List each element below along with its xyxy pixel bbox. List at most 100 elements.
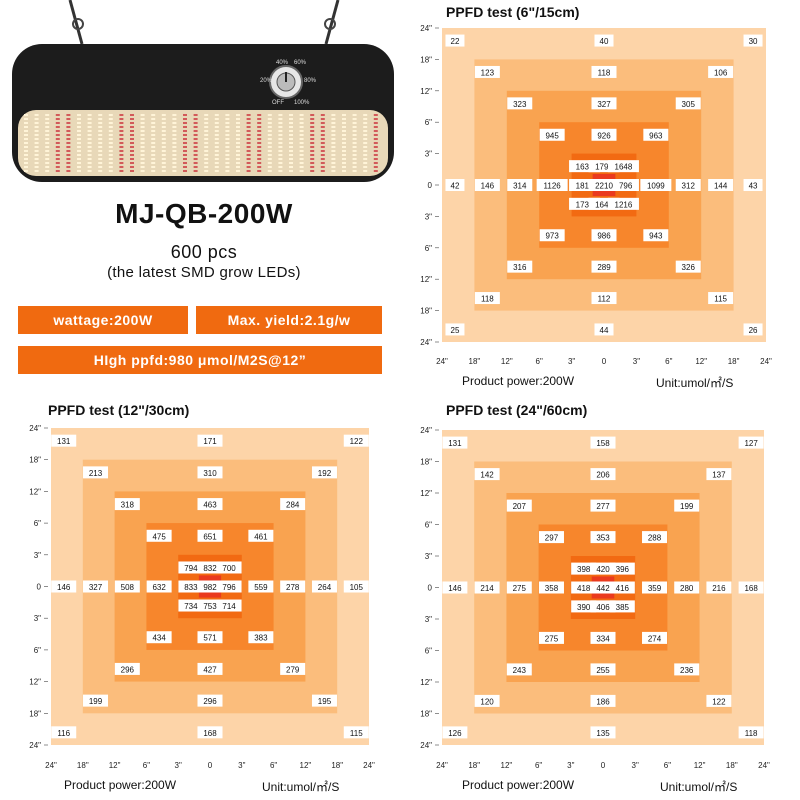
ppfd-value-ring1-bg [594, 323, 614, 336]
ppfd-value-ring5-bg [590, 600, 616, 613]
ppfd-value-ring4: 973 [545, 232, 559, 241]
ppfd-value-ring2-bg [706, 694, 732, 707]
chart-title: PPFD test (6"/15cm) [446, 4, 580, 20]
ppfd-value-ring1-bg [442, 581, 468, 594]
ppfd-value-ring1: 118 [745, 729, 758, 738]
x-tick-label: 3" [633, 357, 640, 366]
chart-footer-power: Product power:200W [462, 778, 575, 792]
ppfd-value-ring4-bg [248, 580, 274, 593]
x-tick-label: 12" [300, 761, 312, 770]
ppfd-value-ring1: 131 [57, 437, 71, 446]
grow-light-image: 40% 60% 20% 80% OFF 100% [12, 0, 394, 182]
ppfd-value-ring1: 22 [451, 37, 460, 46]
ppfd-value-ring1: 116 [57, 729, 70, 738]
y-tick-label: 6" [425, 118, 432, 127]
ppfd-value-ring3: 314 [513, 182, 527, 191]
ppfd-value-ring3-bg [506, 499, 532, 512]
ppfd-value-ring4: 275 [545, 634, 559, 643]
ppfd-value-ring4: 434 [152, 634, 166, 643]
ppfd-value-ring3-bg [507, 179, 533, 191]
ppfd-value-ring4-bg [590, 531, 616, 544]
ppfd-value-ring2: 192 [318, 469, 332, 478]
ppfd-value-ring2-bg [474, 65, 500, 78]
x-tick-label: 6" [270, 761, 277, 770]
ppfd-value-ring4: 945 [545, 131, 559, 140]
x-tick-label: 24" [363, 761, 375, 770]
ppfd-value-ring1: 131 [448, 439, 462, 448]
x-tick-label: 0 [602, 357, 607, 366]
ppfd-value-ring3-bg [590, 499, 616, 512]
ppfd-value-ring3-bg [280, 580, 306, 593]
ppfd-value-ring2: 206 [596, 471, 610, 480]
ppfd-value-ring4: 1126 [544, 182, 562, 191]
y-tick-label: 24" [29, 424, 41, 433]
chart-footer-unit: Unit:umol/㎡/S [660, 780, 738, 794]
x-tick-label: 3" [568, 357, 575, 366]
ppfd-value-ring3: 296 [121, 665, 135, 674]
x-tick-label: 6" [665, 357, 672, 366]
ppfd-value-ring4-bg [590, 631, 616, 644]
ppfd-value-ring2-bg [474, 694, 500, 707]
ppfd-value-ring5: 753 [203, 602, 217, 611]
ppfd-value-ring1-bg [743, 323, 763, 336]
ppfd-value-ring1-bg [197, 434, 223, 447]
ppfd-value-ring3-bg [507, 97, 533, 110]
ppfd-value-ring3-bg [197, 662, 223, 675]
x-tick-label: 6" [535, 761, 542, 770]
ppfd-value-ring5: 1645 [595, 200, 613, 209]
ppfd-value-ring5-bg [197, 599, 223, 612]
x-tick-label: 24" [760, 357, 772, 366]
ppfd-value-ring5: 418 [577, 584, 591, 593]
x-tick-label: 18" [726, 761, 738, 770]
chart-footer-unit: Unit:umol/㎡/S [262, 780, 340, 794]
ppfd-value-ring4: 297 [545, 534, 559, 543]
ppfd-value-ring1: 146 [448, 584, 462, 593]
ppfd-value-ring1-bg [590, 726, 616, 739]
ppfd-value-ring2-bg [591, 292, 617, 305]
model-name: MJ-QB-200W [115, 198, 293, 229]
ppfd-value-ring5: 420 [596, 565, 610, 574]
ppfd-value-ring1: 25 [451, 326, 460, 335]
y-tick-label: 3" [425, 150, 432, 159]
ppfd-value-ring2: 144 [714, 182, 728, 191]
chart-footer-power: Product power:200W [462, 374, 575, 388]
ppfd-value-ring1-bg [197, 726, 223, 739]
ppfd-value-ring1-bg [590, 436, 616, 449]
ppfd-value-ring1: 30 [749, 37, 758, 46]
x-tick-label: 3" [567, 761, 574, 770]
ppfd-value-ring4: 353 [596, 534, 610, 543]
y-tick-label: 12" [29, 678, 41, 687]
ppfd-heatmap: 24" 18" 12" 6" 3" 0 3" 6" 12" 18" 24" 24" 18" 12" 6" 3"… [420, 426, 770, 770]
ppfd-value-ring4-bg [642, 631, 668, 644]
ppfd-value-ring3-bg [590, 663, 616, 676]
ppfd-value-ring4: 334 [596, 634, 610, 643]
ppfd-value-ring1: 171 [203, 437, 217, 446]
ppfd-value-ring2: 296 [203, 697, 217, 706]
ppfd-value-ring5-bg [216, 561, 242, 574]
y-tick-label: 0 [37, 583, 42, 592]
ppfd-value-ring2-bg [708, 292, 734, 305]
ppfd-value-ring4: 383 [254, 634, 268, 643]
x-tick-label: 6" [143, 761, 150, 770]
x-tick-label: 12" [501, 357, 513, 366]
ppfd-value-ring5: 1796 [615, 182, 633, 191]
ppfd-value-ring1: 158 [596, 439, 610, 448]
ppfd-value-ring3-bg [506, 663, 532, 676]
ppfd-value-ring3: 278 [286, 583, 300, 592]
ppfd-value-ring1-bg [343, 726, 369, 739]
ppfd-value-ring5: 398 [577, 565, 591, 574]
ppfd-value-ring1-bg [743, 179, 763, 191]
ppfd-value-ring5: 833 [184, 583, 198, 592]
ppfd-value-ring3-bg [114, 662, 140, 675]
ppfd-value-ring3-bg [674, 581, 700, 594]
ppfd-value-ring4: 359 [648, 584, 662, 593]
ppfd-value-ring1-bg [445, 179, 465, 191]
ppfd-value-ring5-bg [571, 581, 597, 594]
ppfd-value-ring2: 214 [480, 584, 494, 593]
y-tick-label: 18" [420, 458, 432, 467]
ppfd-value-ring4-bg [197, 529, 223, 542]
ppfd-value-ring5-bg [216, 599, 242, 612]
y-tick-label: 24" [420, 24, 432, 33]
ppfd-value-ring1-bg [743, 34, 763, 47]
ppfd-value-ring3: 279 [286, 665, 300, 674]
